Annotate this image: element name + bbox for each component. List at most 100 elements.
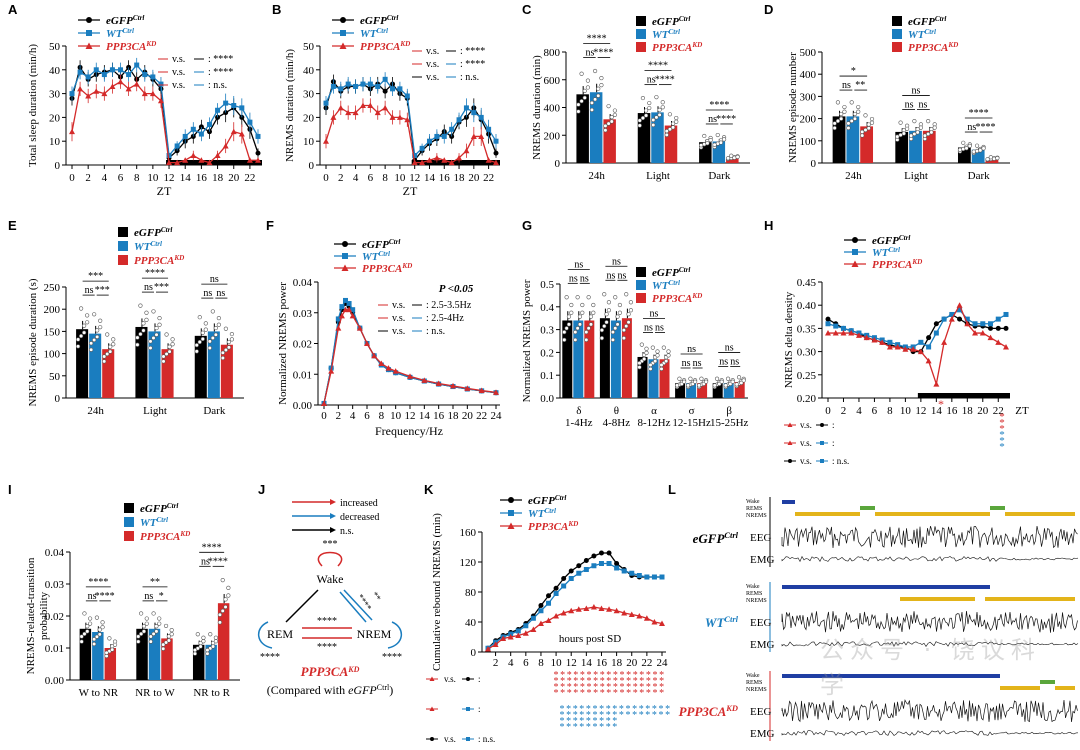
individual-point xyxy=(915,130,920,135)
x-tick-label: 0 xyxy=(69,172,75,184)
individual-point xyxy=(203,321,208,326)
sig-star: * xyxy=(554,670,559,681)
individual-point xyxy=(207,339,212,344)
data-point xyxy=(537,620,544,626)
stat-label: v.s. xyxy=(426,46,439,57)
data-point xyxy=(433,154,440,161)
individual-point xyxy=(210,335,215,341)
individual-point xyxy=(644,346,649,351)
individual-point xyxy=(835,118,841,124)
data-point xyxy=(118,67,124,73)
individual-point xyxy=(609,119,614,124)
individual-point xyxy=(736,375,742,380)
legend-marker xyxy=(507,522,515,529)
individual-point xyxy=(647,105,652,111)
data-point xyxy=(157,97,164,104)
data-point xyxy=(346,301,352,307)
sig-star: * xyxy=(579,704,584,715)
individual-point xyxy=(207,345,212,351)
stat-label: v.s. xyxy=(392,326,405,337)
y-tick-label: 80 xyxy=(465,587,477,599)
individual-point xyxy=(157,315,162,321)
individual-point xyxy=(681,379,687,384)
individual-point xyxy=(734,382,739,387)
stat-label: : **** xyxy=(208,54,233,65)
panel-letter: B xyxy=(272,2,281,17)
legend-label: decreased xyxy=(340,512,379,523)
sig-label: ns xyxy=(210,274,219,285)
sig-star: * xyxy=(626,704,631,715)
legend-label: WTCtrl xyxy=(872,246,900,259)
trace-group-label: WTCtrl xyxy=(705,614,739,630)
legend-marker xyxy=(342,241,348,247)
data-point xyxy=(419,159,426,166)
data-point xyxy=(206,122,212,128)
sig-star: * xyxy=(593,722,598,733)
y-tick-label: 0.04 xyxy=(45,547,65,559)
data-point xyxy=(918,339,924,345)
individual-point xyxy=(107,636,112,641)
legend-label: eGFPCtrl xyxy=(528,494,566,507)
sig-star: * xyxy=(619,710,624,721)
data-point xyxy=(553,613,560,619)
data-point xyxy=(404,116,411,123)
data-point xyxy=(651,574,657,580)
stat-label: v.s. xyxy=(444,734,456,744)
sig-label: ns xyxy=(708,114,717,125)
sig-star: * xyxy=(632,704,637,715)
sig-star: * xyxy=(632,710,637,721)
hypnogram-segment xyxy=(905,585,990,589)
y-tick-label: 300 xyxy=(800,91,817,103)
sig-star: * xyxy=(573,716,578,727)
y-tick-label: 0.00 xyxy=(293,400,313,412)
data-point xyxy=(493,150,499,156)
legend-label: eGFPCtrl xyxy=(140,502,178,515)
sig-label: ns xyxy=(216,288,225,299)
individual-point xyxy=(575,295,580,300)
individual-point xyxy=(89,347,94,352)
sig-star: * xyxy=(599,716,604,727)
sig-label: ns xyxy=(647,75,656,86)
bar-eGFP xyxy=(599,318,610,398)
individual-point xyxy=(169,627,174,633)
data-point xyxy=(69,128,75,135)
individual-point xyxy=(135,335,140,340)
y-tick-label: 0.03 xyxy=(293,308,313,320)
individual-point xyxy=(200,330,205,335)
individual-point xyxy=(898,132,903,138)
sig-star: * xyxy=(639,704,644,715)
x-axis-label: Frequency/Hz xyxy=(375,424,443,438)
individual-point xyxy=(148,339,153,344)
stat-label: v.s. xyxy=(800,438,812,448)
individual-point xyxy=(591,310,596,315)
individual-point xyxy=(217,612,222,617)
individual-point xyxy=(220,355,225,361)
individual-point xyxy=(166,638,171,643)
data-point xyxy=(125,85,132,92)
individual-point xyxy=(621,328,627,333)
individual-point xyxy=(648,366,653,372)
individual-point xyxy=(685,383,691,388)
data-point xyxy=(182,157,189,163)
individual-point xyxy=(213,325,218,331)
stat-label: v.s. xyxy=(172,80,185,91)
individual-point xyxy=(729,153,734,158)
data-point xyxy=(230,128,237,135)
node-rem: REM xyxy=(267,627,293,641)
data-point xyxy=(359,102,366,108)
data-point xyxy=(255,157,261,163)
x-tick-label: 22 xyxy=(483,172,494,184)
legend-label: eGFPCtrl xyxy=(652,266,690,279)
individual-point xyxy=(154,629,159,634)
legend-swatch xyxy=(124,503,134,513)
individual-point xyxy=(971,149,976,154)
category-label: Dark xyxy=(968,170,990,182)
individual-point xyxy=(98,318,103,323)
data-point xyxy=(478,133,485,139)
individual-point xyxy=(217,620,222,625)
data-point xyxy=(523,623,529,629)
individual-point xyxy=(586,295,591,300)
sig-label: ** xyxy=(855,80,865,91)
y-tick-label: 0.04 xyxy=(293,277,313,289)
